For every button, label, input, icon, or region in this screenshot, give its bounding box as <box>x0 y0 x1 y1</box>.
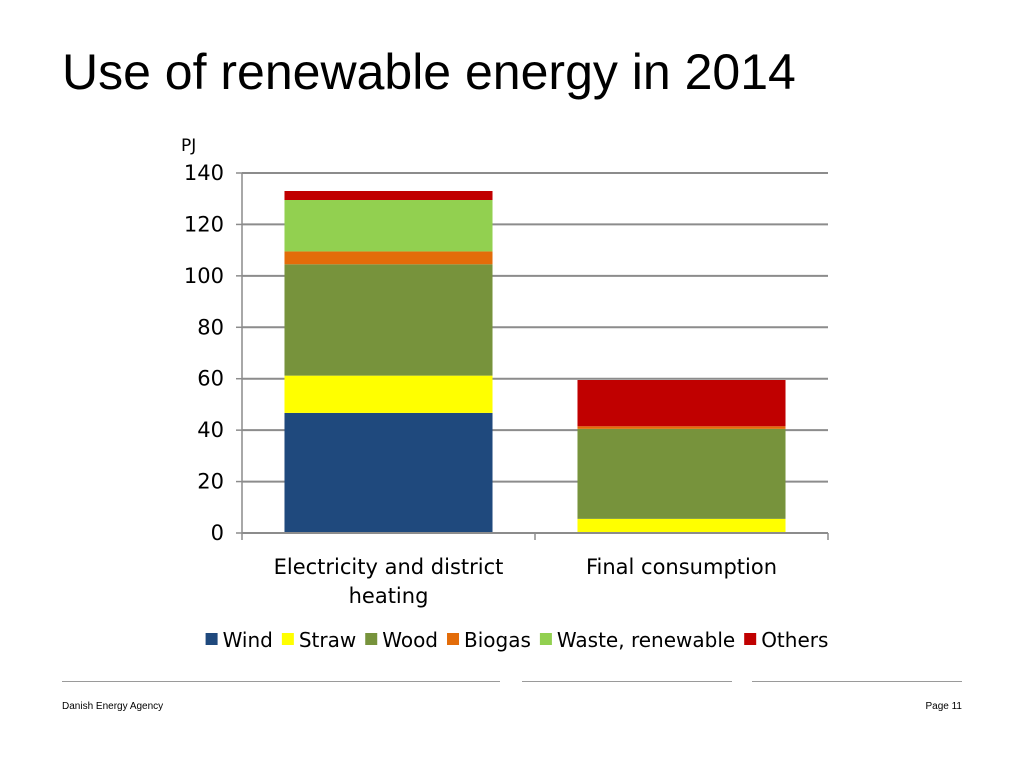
legend-label: Straw <box>299 628 356 652</box>
bar-segment-others <box>284 191 493 200</box>
bar-segment-straw <box>284 375 493 413</box>
bar-segment-wood <box>284 264 493 376</box>
legend-swatch <box>447 633 460 645</box>
bars <box>284 191 786 533</box>
legend-label: Wind <box>223 628 273 652</box>
y-tick-label: 40 <box>197 418 224 442</box>
bar-segment-others <box>577 380 786 427</box>
y-tick-label: 80 <box>197 315 224 339</box>
legend: Wind Straw Wood Biogas Waste, renewable Other… <box>205 628 828 652</box>
bar-segment-wood <box>577 428 786 519</box>
legend-label: Wood <box>382 628 438 652</box>
y-tick-label: 120 <box>184 212 224 236</box>
legend-swatch <box>281 633 294 645</box>
y-tick-label: 140 <box>184 161 224 185</box>
y-tick-label: 20 <box>197 470 224 494</box>
y-tick-label: 0 <box>211 521 224 545</box>
legend-swatch <box>744 633 757 645</box>
footer-divider-right <box>752 681 962 682</box>
y-tick-label: 60 <box>197 367 224 391</box>
bar-segment-straw <box>577 518 786 533</box>
legend-label: Others <box>761 628 828 652</box>
page-title: Use of renewable energy in 2014 <box>62 44 796 100</box>
legend-label: Waste, renewable <box>557 628 735 652</box>
bar-segment-waste-renewable <box>284 200 493 252</box>
bar-segment-biogas <box>577 426 786 429</box>
bar-segment-biogas <box>284 251 493 265</box>
legend-label: Biogas <box>464 628 531 652</box>
footer-organization: Danish Energy Agency <box>62 701 164 712</box>
axes <box>236 172 829 540</box>
x-category-label: Electricity and district heating <box>274 555 504 608</box>
stacked-bar-chart: 0 20 40 60 80 100 120 140 PJ Electricity and dis… <box>181 136 829 652</box>
legend-swatch <box>205 633 218 645</box>
bar-segment-wind <box>284 412 493 533</box>
x-category-labels: Electricity and district heating Final con… <box>274 555 777 608</box>
footer-divider-left <box>62 681 500 682</box>
x-category-label: Final consumption <box>586 555 777 579</box>
legend-swatch <box>365 633 378 645</box>
y-axis-unit-label: PJ <box>181 136 196 156</box>
legend-swatch <box>539 633 552 645</box>
y-tick-labels: 0 20 40 60 80 100 120 140 PJ <box>181 136 224 545</box>
footer-divider-middle <box>522 681 732 682</box>
y-tick-label: 100 <box>184 264 224 288</box>
footer-page-number: Page 11 <box>925 701 962 712</box>
